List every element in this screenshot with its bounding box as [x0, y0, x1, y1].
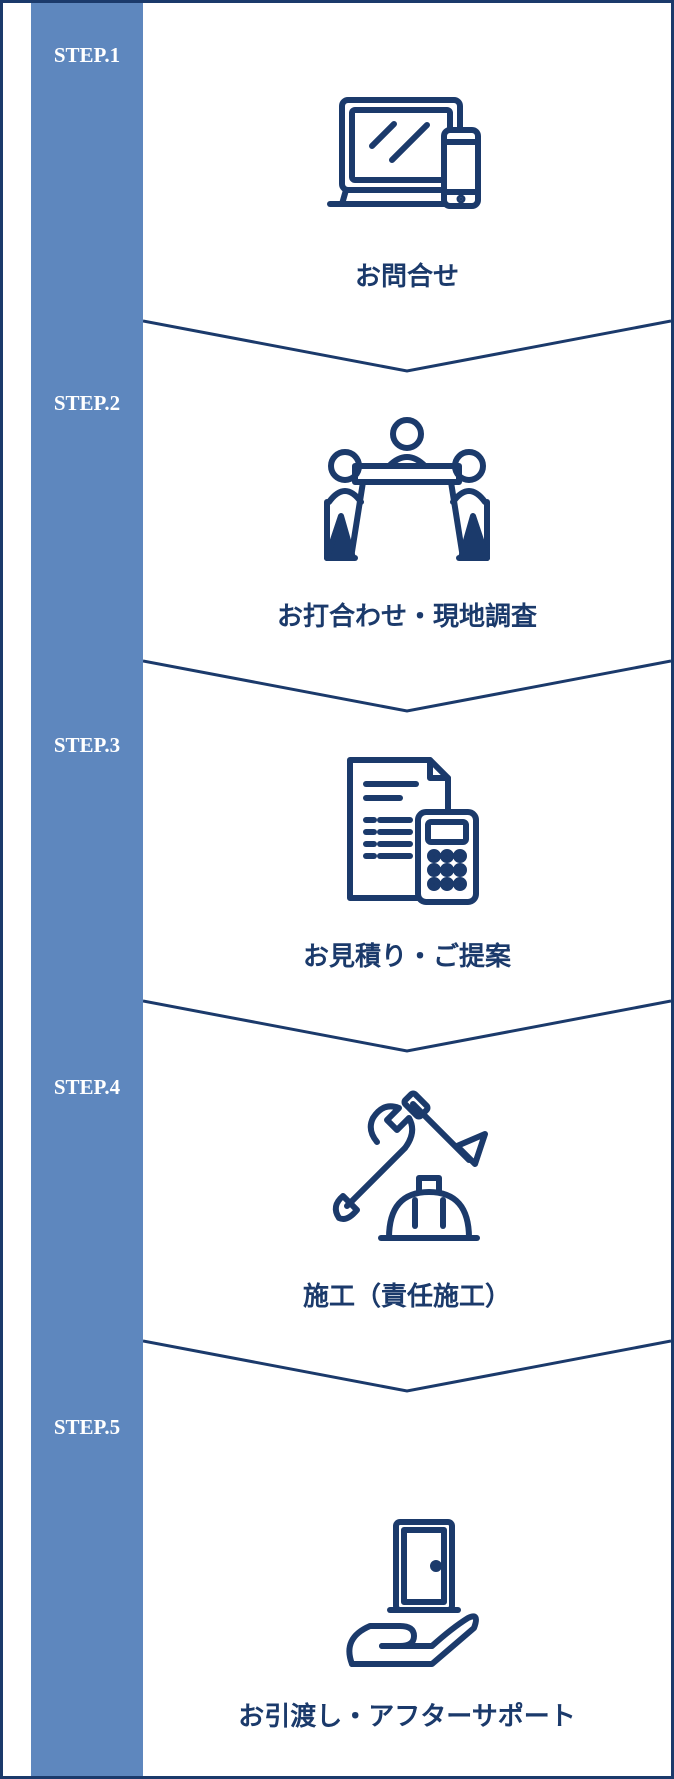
step-title-2: お打合わせ・現地調査 — [277, 596, 537, 633]
step-label-3: STEP.3 — [31, 733, 143, 758]
step-content-2: お打合わせ・現地調査 — [143, 373, 671, 653]
step-sidebar — [31, 3, 143, 1776]
step-content-1: お問合せ — [143, 33, 671, 313]
step-content-5: お引渡し・アフターサポート — [143, 1393, 671, 1753]
tools-helmet-icon — [317, 1088, 497, 1258]
step-content-3: お見積り・ご提案 — [143, 713, 671, 993]
step-label-1: STEP.1 — [31, 43, 143, 68]
step-content-4: 施工（責任施工） — [143, 1053, 671, 1333]
quote-icon — [322, 748, 492, 918]
handover-icon — [322, 1508, 492, 1678]
step-title-1: お問合せ — [355, 256, 459, 293]
step-label-4: STEP.4 — [31, 1075, 143, 1100]
meeting-icon — [307, 408, 507, 578]
laptop-phone-icon — [322, 88, 492, 238]
step-label-2: STEP.2 — [31, 391, 143, 416]
process-flow-container: STEP.1 お問合せ STEP.2 — [0, 0, 674, 1779]
step-title-5: お引渡し・アフターサポート — [238, 1696, 575, 1733]
step-title-3: お見積り・ご提案 — [303, 936, 511, 973]
step-title-4: 施工（責任施工） — [303, 1276, 511, 1313]
step-label-5: STEP.5 — [31, 1415, 143, 1440]
